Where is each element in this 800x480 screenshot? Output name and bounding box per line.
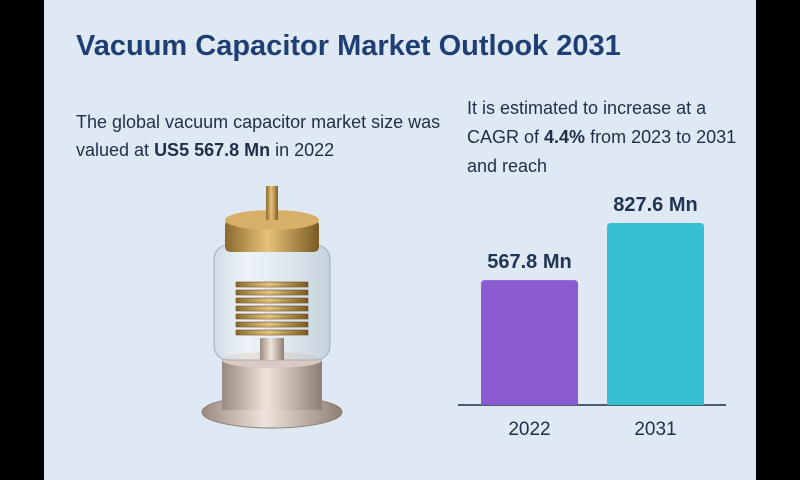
text: from 2023 to 2031 and reach xyxy=(467,127,737,176)
side-band xyxy=(756,0,800,480)
title: Vacuum Capacitor Market Outlook 2031 xyxy=(76,30,621,62)
forecast-text: It is estimated to increase at a CAGR of… xyxy=(467,94,759,181)
intro-text: The global vacuum capacitor market size … xyxy=(76,108,446,164)
value-label: 567.8 Mn xyxy=(487,251,571,273)
highlight: 4.4% xyxy=(544,127,586,147)
bar xyxy=(481,280,578,405)
side-band xyxy=(0,0,44,480)
x-tick-label: 2022 xyxy=(508,419,550,440)
text: in 2022 xyxy=(270,140,335,160)
capacitor-illustration xyxy=(201,186,343,429)
x-tick-label: 2031 xyxy=(634,419,676,440)
text: It is estimated to increase at a CAGR of xyxy=(467,98,707,147)
highlight: US5 567.8 Mn xyxy=(154,140,271,160)
bar xyxy=(607,223,704,405)
value-label: 827.6 Mn xyxy=(613,194,697,216)
text: The global vacuum capacitor market size … xyxy=(76,112,441,160)
